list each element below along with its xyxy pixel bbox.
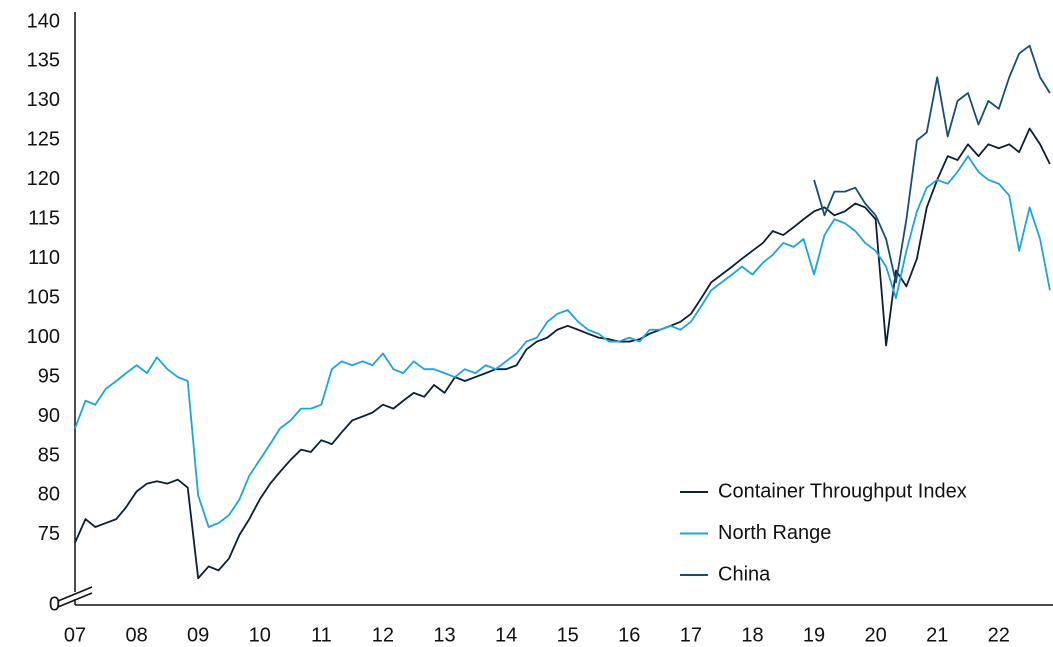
x-tick-label: 14 — [495, 624, 517, 646]
x-tick-label: 09 — [187, 624, 209, 646]
legend-label: China — [718, 563, 771, 585]
y-tick-label: 85 — [38, 444, 60, 466]
series-line — [74, 155, 1051, 528]
y-tick-label: 105 — [27, 286, 60, 308]
x-tick-label: 12 — [372, 624, 394, 646]
x-tick-label: 13 — [433, 624, 455, 646]
y-tick-label: 0 — [49, 593, 60, 615]
x-tick-label: 11 — [311, 624, 332, 646]
x-tick-label: 08 — [125, 624, 147, 646]
x-tick-label: 20 — [865, 624, 887, 646]
y-tick-label: 120 — [27, 168, 60, 190]
y-tick-label: 140 — [27, 10, 60, 32]
y-tick-label: 95 — [38, 365, 60, 387]
x-tick-label: 22 — [988, 624, 1010, 646]
x-tick-label: 10 — [249, 624, 271, 646]
y-tick-label: 80 — [38, 484, 60, 506]
x-tick-label: 19 — [803, 624, 825, 646]
x-tick-label: 16 — [618, 624, 640, 646]
axis-break — [57, 586, 93, 602]
x-tick-label: 21 — [926, 624, 948, 646]
x-tick-label: 18 — [741, 624, 763, 646]
y-tick-label: 130 — [27, 89, 60, 111]
series-line — [74, 127, 1051, 580]
x-tick-label: 15 — [557, 624, 579, 646]
y-tick-label: 115 — [28, 208, 60, 230]
y-tick-label: 135 — [27, 50, 60, 72]
axis-break — [57, 592, 93, 608]
y-tick-label: 75 — [38, 523, 60, 545]
x-tick-label: 17 — [680, 624, 702, 646]
y-tick-label: 125 — [27, 129, 60, 151]
x-tick-label: 07 — [64, 624, 86, 646]
legend-label: North Range — [718, 522, 831, 544]
legend-label: Container Throughput Index — [718, 480, 967, 502]
y-tick-label: 110 — [28, 247, 60, 269]
y-tick-label: 100 — [27, 326, 60, 348]
y-tick-label: 90 — [38, 405, 60, 427]
series-line — [813, 44, 1051, 284]
